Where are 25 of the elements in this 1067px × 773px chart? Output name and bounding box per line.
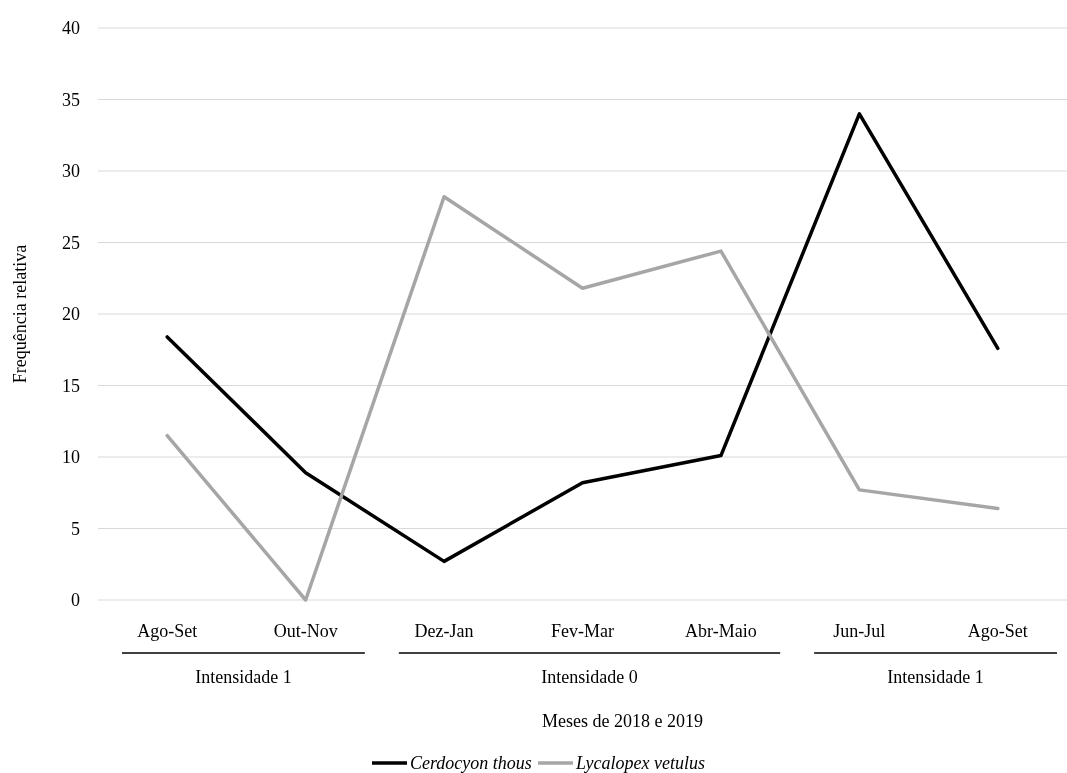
y-axis-title: Frequência relativa (10, 244, 30, 384)
x-tick-label: Dez-Jan (414, 621, 474, 641)
line-series (165, 194, 1000, 602)
y-tick-label: 5 (71, 518, 80, 539)
x-tick-label: Fev-Mar (551, 621, 614, 641)
y-tick-label: 15 (62, 375, 80, 396)
x-axis-title: Meses de 2018 e 2019 (542, 711, 703, 731)
x-tick-label: Ago-Set (967, 621, 1028, 641)
y-tick-label: 25 (62, 232, 80, 253)
x-tick-label: Ago-Set (137, 621, 198, 641)
y-tick-label: 40 (62, 18, 80, 39)
y-tick-label: 30 (62, 161, 80, 182)
x-tick-label: Jun-Jul (833, 621, 886, 641)
legend-label: Lycalopex vetulus (575, 753, 705, 773)
y-tick-label: 10 (62, 447, 80, 468)
y-tick-label: 20 (62, 304, 80, 325)
text: Intensidade 1 (887, 667, 984, 687)
line-series (165, 112, 1000, 564)
x-tick-label: Out-Nov (273, 621, 338, 641)
text: Intensidade 1 (195, 667, 292, 687)
legend-label: Cerdocyon thous (410, 753, 532, 773)
x-tick-label: Abr-Maio (685, 621, 757, 641)
y-tick-label: 35 (62, 89, 80, 110)
text: Intensidade 0 (541, 667, 638, 687)
y-tick-label: 0 (71, 590, 80, 611)
